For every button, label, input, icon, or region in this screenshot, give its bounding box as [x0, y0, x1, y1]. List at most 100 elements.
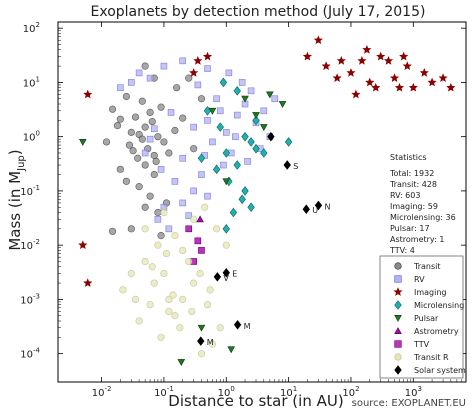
- data-point-imaging: [383, 56, 394, 65]
- data-point-transit: [122, 177, 130, 185]
- data-point-imaging: [402, 61, 412, 70]
- data-point-microlensing: [219, 77, 228, 88]
- source-credit: source: EXOPLANET.EU: [352, 398, 466, 409]
- data-point-solar-system: [314, 200, 323, 211]
- data-point-rv: [150, 125, 158, 133]
- data-point-rv: [171, 178, 179, 185]
- y-tick-exponent: -4: [33, 347, 41, 355]
- data-point-transit-r: [131, 295, 140, 303]
- data-point-transit-r: [127, 269, 135, 278]
- data-point-imaging: [313, 35, 323, 45]
- legend-entry-label: Transit: [413, 262, 441, 271]
- data-point-solar-system: [197, 336, 205, 346]
- data-point-transit: [171, 126, 179, 135]
- x-tick-exponent: -2: [104, 385, 111, 393]
- data-point-solar-system: [222, 267, 230, 278]
- data-point-microlensing: [216, 122, 224, 132]
- points-layer: [78, 35, 456, 366]
- data-point-transit: [108, 105, 117, 113]
- data-point-pulsar: [227, 346, 236, 354]
- data-point-transit-r: [206, 286, 214, 294]
- data-point-transit-r: [197, 350, 206, 358]
- data-point-rv: [185, 212, 193, 219]
- data-point-transit-r: [190, 279, 198, 287]
- y-tick-exponent: 0: [36, 130, 40, 138]
- data-point-microlensing: [260, 148, 268, 158]
- data-point-rv: [117, 84, 124, 91]
- data-point-rv: [165, 225, 173, 233]
- data-point-transit-r: [148, 263, 156, 271]
- data-point-rv: [244, 158, 251, 165]
- y-axis-label-sub: Jup: [16, 155, 27, 172]
- data-point-solar-system: [267, 131, 275, 142]
- data-point-ttv: [194, 237, 202, 245]
- data-point-transit: [125, 141, 134, 149]
- y-tick-exponent: -3: [33, 292, 40, 300]
- data-point-rv: [271, 95, 279, 103]
- data-point-transit-r: [165, 307, 173, 316]
- data-point-solar-system: [283, 160, 291, 170]
- y-tick-exponent: 1: [36, 75, 40, 83]
- data-point-transit-r: [169, 291, 177, 299]
- data-point-transit: [134, 154, 142, 162]
- stats-line: TTV: 4: [389, 246, 415, 255]
- data-point-imaging: [357, 56, 367, 65]
- data-point-transit: [127, 128, 135, 136]
- data-point-transit: [141, 203, 149, 211]
- data-point-rv: [194, 81, 202, 89]
- data-point-transit: [165, 149, 173, 157]
- data-point-transit-r: [196, 269, 204, 278]
- data-point-transit: [197, 95, 206, 103]
- data-point-microlensing: [233, 86, 241, 96]
- data-point-transit-r: [171, 232, 179, 240]
- solar-system-label: M: [207, 338, 214, 347]
- data-point-transit-r: [179, 295, 187, 303]
- chart-title: Exoplanets by detection method (July 17,…: [91, 4, 426, 20]
- data-point-imaging: [446, 82, 456, 92]
- data-point-rv: [160, 62, 168, 70]
- legend-entry-label: Microlensing: [414, 301, 464, 310]
- data-point-transit-r: [171, 312, 179, 320]
- x-tick-exponent: 1: [293, 385, 297, 393]
- data-point-pulsar: [252, 112, 260, 119]
- data-point-transit-r: [201, 203, 209, 211]
- data-point-solar-system: [213, 272, 222, 282]
- data-point-ttv: [198, 247, 205, 254]
- data-point-transit: [154, 133, 162, 141]
- data-point-transit-r: [141, 257, 149, 266]
- data-point-solar-system: [302, 204, 310, 214]
- data-point-transit-r: [213, 225, 221, 233]
- data-point-imaging: [399, 51, 409, 61]
- legend-marker: [394, 353, 402, 361]
- legend-marker: [394, 262, 402, 270]
- y-tick-exponent: 2: [36, 21, 40, 29]
- data-point-rv: [216, 107, 224, 115]
- y-axis-label: Mass (in MJup): [6, 149, 27, 250]
- stats-line: Imaging: 59: [390, 202, 438, 211]
- data-point-transit: [108, 227, 117, 235]
- solar-system-label: U: [312, 206, 318, 215]
- legend-marker: [393, 287, 403, 296]
- y-axis-label-main: Mass (in M: [6, 171, 24, 251]
- data-point-microlensing: [252, 115, 260, 126]
- data-point-microlensing: [222, 148, 230, 158]
- data-point-imaging: [346, 68, 356, 77]
- legend-entry-label: TTV: [413, 340, 430, 349]
- data-point-transit: [141, 62, 149, 70]
- data-point-imaging: [189, 68, 199, 77]
- data-point-transit-r: [188, 307, 196, 316]
- data-point-transit-r: [203, 301, 212, 309]
- data-point-transit: [152, 157, 160, 165]
- x-tick-exponent: 2: [355, 385, 359, 393]
- data-point-transit-r: [185, 257, 193, 266]
- data-point-imaging: [351, 89, 361, 99]
- data-point-rv: [247, 87, 255, 95]
- data-point-rv: [222, 129, 230, 136]
- stats-line: Astrometry: 1: [390, 235, 444, 244]
- stats-line: RV: 603: [390, 191, 420, 200]
- data-point-transit: [116, 165, 124, 173]
- data-point-imaging: [376, 51, 386, 61]
- data-point-microlensing: [247, 202, 255, 213]
- data-point-transit-r: [157, 333, 165, 341]
